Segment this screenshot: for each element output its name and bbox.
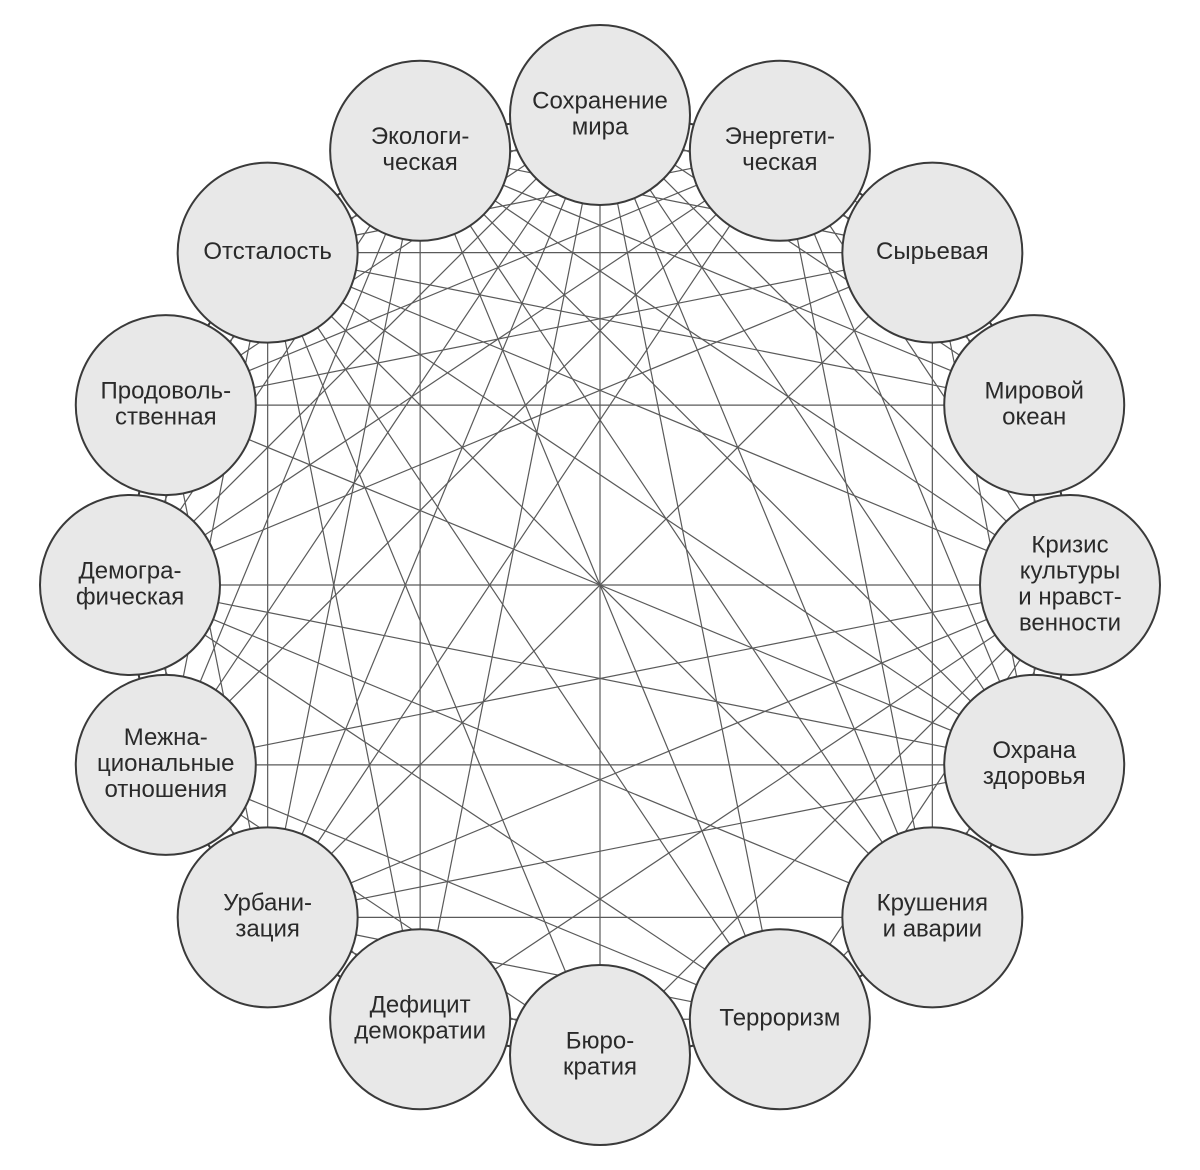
node-label: Межна- xyxy=(124,724,208,751)
node-label: Бюро- xyxy=(566,1027,634,1054)
node-label: фическая xyxy=(76,583,184,610)
node-label: кратия xyxy=(563,1053,637,1080)
node-1: Энергети-ческая xyxy=(690,61,870,241)
node-label: Отсталость xyxy=(203,238,332,265)
node-label: Мировой xyxy=(985,377,1084,404)
node-14: Отсталость xyxy=(178,163,358,343)
node-2: Сырьевая xyxy=(842,163,1022,343)
node-11: Межна-циональныеотношения xyxy=(76,675,256,855)
node-label: зация xyxy=(235,916,300,943)
node-0: Сохранениемира xyxy=(510,25,690,205)
node-5: Охраназдоровья xyxy=(944,675,1124,855)
node-9: Дефицитдемократии xyxy=(330,929,510,1109)
node-13: Продоволь-ственная xyxy=(76,315,256,495)
node-4: Кризискультурыи нравст-венности xyxy=(980,495,1160,675)
node-8: Бюро-кратия xyxy=(510,965,690,1145)
node-label: и аварии xyxy=(883,916,982,943)
node-label: Экологи- xyxy=(371,123,470,150)
node-label: Дефицит xyxy=(370,992,471,1019)
node-10: Урбани-зация xyxy=(178,827,358,1007)
node-7: Терроризм xyxy=(690,929,870,1109)
node-label: отношения xyxy=(104,776,227,803)
node-3: Мировойокеан xyxy=(944,315,1124,495)
node-15: Экологи-ческая xyxy=(330,61,510,241)
node-label: здоровья xyxy=(983,763,1086,790)
interconnection-diagram: СохранениемираЭнергети-ческаяСырьеваяМир… xyxy=(0,0,1200,1170)
node-label: Охрана xyxy=(992,737,1076,764)
node-label: Продоволь- xyxy=(100,377,231,404)
node-label: Крушения xyxy=(877,890,988,917)
node-label: мира xyxy=(572,113,629,140)
node-label: и нравст- xyxy=(1018,583,1122,610)
node-label: океан xyxy=(1002,403,1066,430)
node-label: Энергети- xyxy=(725,123,835,150)
node-label: Сохранение xyxy=(532,87,668,114)
node-label: ственная xyxy=(115,403,217,430)
node-label: Урбани- xyxy=(223,890,312,917)
node-12: Демогра-фическая xyxy=(40,495,220,675)
node-label: Кризис xyxy=(1031,531,1108,558)
node-label: Демогра- xyxy=(79,557,182,584)
node-label: ческая xyxy=(383,149,458,176)
node-6: Крушенияи аварии xyxy=(842,827,1022,1007)
node-label: венности xyxy=(1019,609,1121,636)
node-label: культуры xyxy=(1020,557,1120,584)
node-label: ческая xyxy=(742,149,817,176)
node-label: Сырьевая xyxy=(876,238,989,265)
node-label: Терроризм xyxy=(719,1005,840,1032)
node-label: циональные xyxy=(97,750,234,777)
node-label: демократии xyxy=(354,1018,486,1045)
